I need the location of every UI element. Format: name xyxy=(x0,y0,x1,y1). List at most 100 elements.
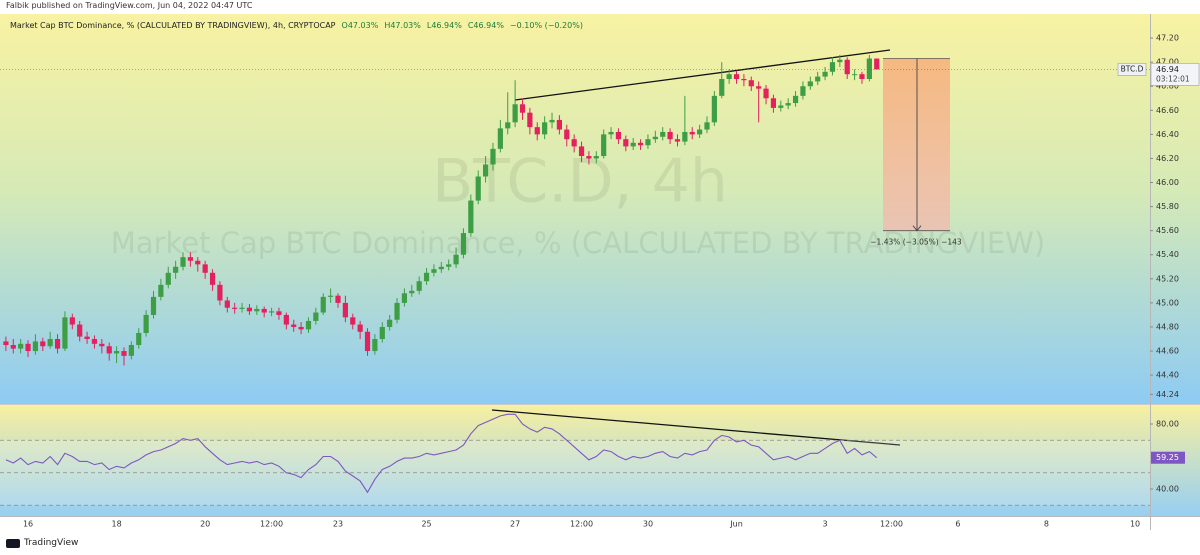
ohlc-value: −0.10% (−0.20%) xyxy=(509,21,583,30)
candle-body xyxy=(519,104,526,113)
candle-body xyxy=(652,136,658,140)
candle-body xyxy=(224,300,230,308)
publisher-line: Falbik published on TradingView.com, Jun… xyxy=(6,1,253,10)
candle-body xyxy=(342,302,348,318)
candle-body xyxy=(3,341,9,346)
candle-body xyxy=(475,176,481,201)
candle-body xyxy=(173,266,179,273)
x-tick-label: 16 xyxy=(23,520,33,529)
candle-body xyxy=(25,343,31,352)
last-price-box xyxy=(1150,63,1200,86)
y-tick-label: 46.60 xyxy=(1156,106,1179,115)
candle-body xyxy=(748,80,754,87)
candle-body xyxy=(77,324,83,337)
candle-body xyxy=(91,339,98,344)
candle-body xyxy=(379,326,385,339)
x-tick-label: 8 xyxy=(1044,520,1049,529)
candle-body xyxy=(711,95,717,123)
candle-body xyxy=(844,59,850,75)
projection-arrowhead xyxy=(912,225,922,232)
candle-body xyxy=(689,131,695,135)
candle-body xyxy=(601,134,607,157)
candle-body xyxy=(815,76,821,82)
candle-body xyxy=(534,127,540,135)
candle-body xyxy=(615,131,622,140)
candle-body xyxy=(660,131,666,137)
candle-body xyxy=(209,272,216,285)
candle-body xyxy=(121,351,127,356)
candle-body xyxy=(446,264,452,267)
candle-body xyxy=(62,317,68,349)
candle-body xyxy=(468,200,474,234)
candle-body xyxy=(313,312,319,321)
candle-body xyxy=(490,148,496,165)
candle-body xyxy=(114,351,120,354)
y-tick-label: 45.00 xyxy=(1156,298,1179,307)
candle-body xyxy=(704,122,710,130)
candle-body xyxy=(18,343,24,349)
y-tick-label: 44.40 xyxy=(1156,371,1179,380)
y-tick-label: 47.20 xyxy=(1156,34,1179,43)
ohlc-value: H47.03% xyxy=(384,21,421,30)
candle-body xyxy=(357,324,363,332)
y-tick-label: 45.40 xyxy=(1156,250,1179,259)
candle-body xyxy=(770,98,777,108)
symbol-legend: Market Cap BTC Dominance, % (CALCULATED … xyxy=(10,21,583,30)
y-tick-label: 44.24 xyxy=(1156,390,1179,399)
candle-body xyxy=(335,295,341,303)
y-tick-label: 45.20 xyxy=(1156,274,1179,283)
candle-body xyxy=(586,156,592,159)
symbol-badge xyxy=(1117,63,1147,76)
candle-body xyxy=(239,307,245,309)
rsi-pane xyxy=(0,405,1200,516)
candle-body xyxy=(623,139,629,147)
candle-body xyxy=(128,345,134,356)
countdown-label: 03:12:01 xyxy=(1156,74,1190,83)
candle-body xyxy=(298,326,304,330)
y-tick-label: 46.20 xyxy=(1156,154,1179,163)
x-tick-label: 18 xyxy=(112,520,122,529)
y-tick-label: 40.00 xyxy=(1156,485,1179,494)
candle-body xyxy=(143,314,149,333)
candle-body xyxy=(431,269,437,273)
candle-body xyxy=(556,119,562,130)
candle-body xyxy=(822,71,828,77)
candle-body xyxy=(792,95,799,104)
candle-body xyxy=(84,336,90,339)
candle-body xyxy=(829,62,836,72)
x-tick-label: 12:00 xyxy=(880,520,903,529)
candle-body xyxy=(99,343,105,347)
candle-body xyxy=(527,112,533,128)
candle-body xyxy=(54,339,61,349)
candle-body xyxy=(778,105,784,108)
x-tick-label: 27 xyxy=(510,520,520,529)
x-tick-label: 6 xyxy=(955,520,960,529)
candle-body xyxy=(733,74,740,79)
candle-body xyxy=(254,308,260,312)
candle-body xyxy=(756,86,762,89)
candle-body xyxy=(512,104,518,123)
ohlc-value: O47.03% xyxy=(341,21,379,30)
x-tick-label: Jun xyxy=(729,520,743,529)
legend-title: Market Cap BTC Dominance, % (CALCULATED … xyxy=(10,21,336,30)
x-tick-label: 23 xyxy=(333,520,343,529)
candle-body xyxy=(807,81,813,87)
candle-body xyxy=(232,307,238,309)
candle-body xyxy=(401,293,408,303)
rsi-last-box xyxy=(1151,451,1185,464)
candle-body xyxy=(630,142,636,147)
candle-body xyxy=(69,317,75,325)
candle-body xyxy=(674,139,681,142)
candle-body xyxy=(726,74,732,79)
candle-body xyxy=(158,284,164,297)
candle-body xyxy=(438,266,444,270)
candle-body xyxy=(320,296,326,313)
y-tick-label: 80.00 xyxy=(1156,420,1179,429)
watermark-symbol: BTC.D, 4h xyxy=(432,147,728,217)
candle-body xyxy=(697,129,703,135)
candle-body xyxy=(180,257,186,267)
x-tick-label: 3 xyxy=(823,520,828,529)
candle-body xyxy=(483,164,489,177)
